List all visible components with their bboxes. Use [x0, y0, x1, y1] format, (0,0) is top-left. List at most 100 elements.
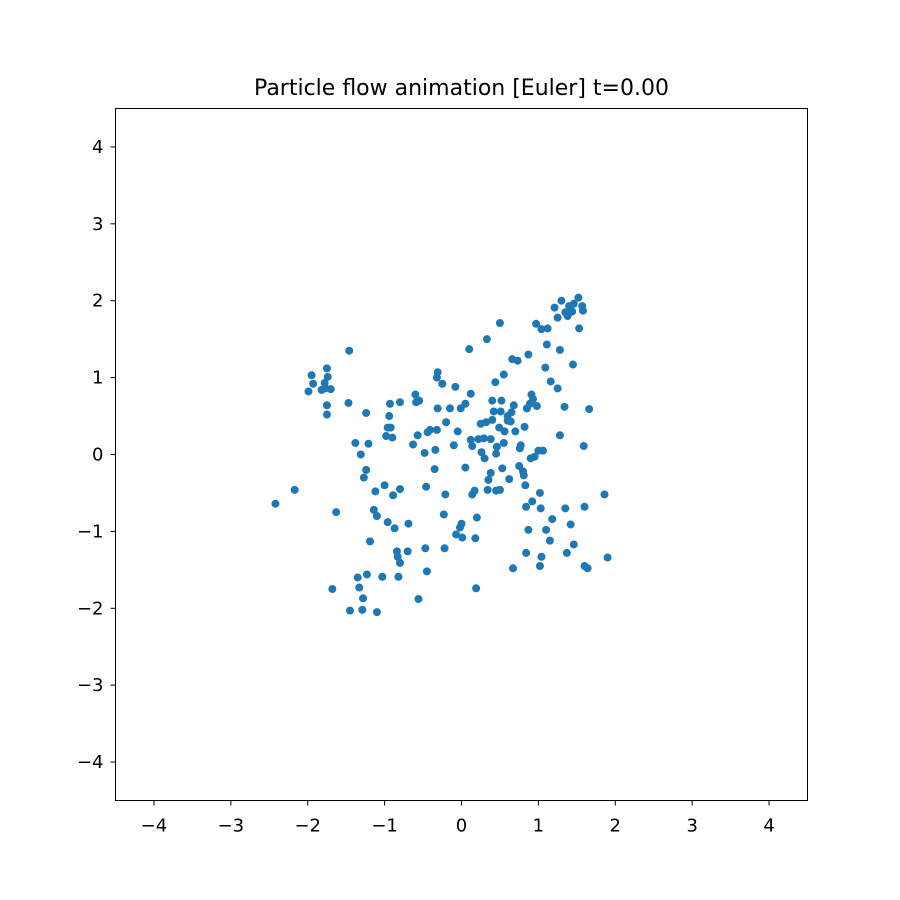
data-point	[535, 561, 544, 570]
data-point	[383, 518, 392, 527]
data-point	[507, 408, 516, 417]
data-point	[516, 441, 525, 450]
x-tick-label: −1	[371, 816, 398, 837]
data-point	[422, 482, 431, 491]
data-point	[580, 502, 589, 511]
y-tick-label: −3	[77, 675, 104, 696]
data-point	[492, 442, 501, 451]
x-tick-label: −4	[141, 816, 168, 837]
data-point	[461, 463, 470, 472]
data-point	[468, 442, 477, 451]
data-point	[578, 306, 587, 315]
data-point	[344, 398, 353, 407]
data-point	[561, 504, 570, 513]
data-point	[414, 595, 423, 604]
data-point	[362, 570, 371, 579]
data-point	[566, 520, 575, 529]
x-tick-label: −3	[218, 816, 245, 837]
data-point	[476, 419, 485, 428]
data-point	[449, 441, 458, 450]
data-point	[452, 530, 461, 539]
data-point	[583, 564, 592, 573]
data-point	[366, 537, 374, 546]
data-point	[439, 510, 448, 519]
data-point	[553, 384, 562, 393]
data-point	[304, 387, 313, 396]
data-point	[537, 552, 546, 561]
data-point	[569, 299, 578, 308]
data-point	[322, 364, 331, 373]
data-point	[575, 324, 584, 333]
data-point	[422, 567, 431, 576]
data-point	[555, 431, 564, 440]
data-point	[456, 404, 465, 413]
data-point	[557, 296, 566, 305]
data-point	[488, 415, 497, 424]
data-point	[499, 370, 508, 379]
data-point	[486, 435, 495, 444]
data-point	[362, 465, 371, 474]
data-point	[546, 377, 555, 386]
data-point	[364, 439, 373, 448]
x-tick-label: 0	[456, 816, 467, 837]
data-point	[326, 385, 335, 394]
y-tick-label: 4	[92, 137, 103, 158]
data-point	[409, 440, 418, 449]
data-point	[511, 427, 520, 436]
data-point	[553, 313, 562, 322]
data-point	[432, 425, 441, 434]
points-layer	[271, 293, 612, 617]
data-point	[307, 371, 316, 380]
data-point	[323, 372, 332, 381]
data-point	[480, 454, 489, 463]
data-point	[562, 548, 571, 557]
data-point	[535, 488, 544, 497]
data-point	[488, 396, 497, 405]
data-point	[569, 540, 578, 549]
data-point	[458, 533, 467, 542]
data-point	[385, 399, 394, 408]
data-point	[506, 417, 515, 426]
data-point	[529, 395, 538, 404]
y-tick-label: −2	[77, 598, 104, 619]
data-point	[394, 572, 403, 581]
x-tick-label: −2	[294, 816, 321, 837]
data-point	[528, 497, 537, 506]
data-point	[322, 410, 331, 419]
data-point	[548, 515, 557, 524]
data-point	[545, 536, 554, 545]
x-tick-label: 3	[686, 816, 697, 837]
y-tick-label: −1	[77, 521, 104, 542]
data-point	[603, 553, 612, 562]
data-point	[585, 405, 594, 414]
data-point	[404, 519, 413, 528]
data-point	[359, 473, 368, 482]
data-point	[509, 564, 518, 573]
data-point	[524, 350, 533, 359]
data-point	[358, 605, 367, 614]
data-point	[505, 475, 514, 484]
x-axis: −4 −3 −2 −1 0 1 2 3 4	[141, 800, 775, 837]
data-point	[457, 519, 466, 528]
data-point	[465, 345, 474, 354]
data-point	[479, 434, 488, 443]
data-point	[495, 319, 504, 328]
data-point	[395, 558, 404, 567]
data-point	[477, 448, 486, 457]
data-point	[519, 471, 528, 480]
data-point	[403, 547, 412, 556]
data-point	[489, 407, 498, 416]
data-point	[369, 505, 378, 514]
data-point	[574, 293, 583, 302]
data-point	[536, 504, 545, 513]
data-point	[537, 325, 546, 334]
data-point	[600, 490, 609, 499]
data-point	[472, 513, 481, 522]
data-point	[346, 606, 355, 615]
data-point	[509, 401, 518, 410]
data-point	[466, 389, 475, 398]
data-point	[442, 418, 451, 427]
data-point	[492, 449, 501, 458]
data-point	[353, 573, 362, 582]
